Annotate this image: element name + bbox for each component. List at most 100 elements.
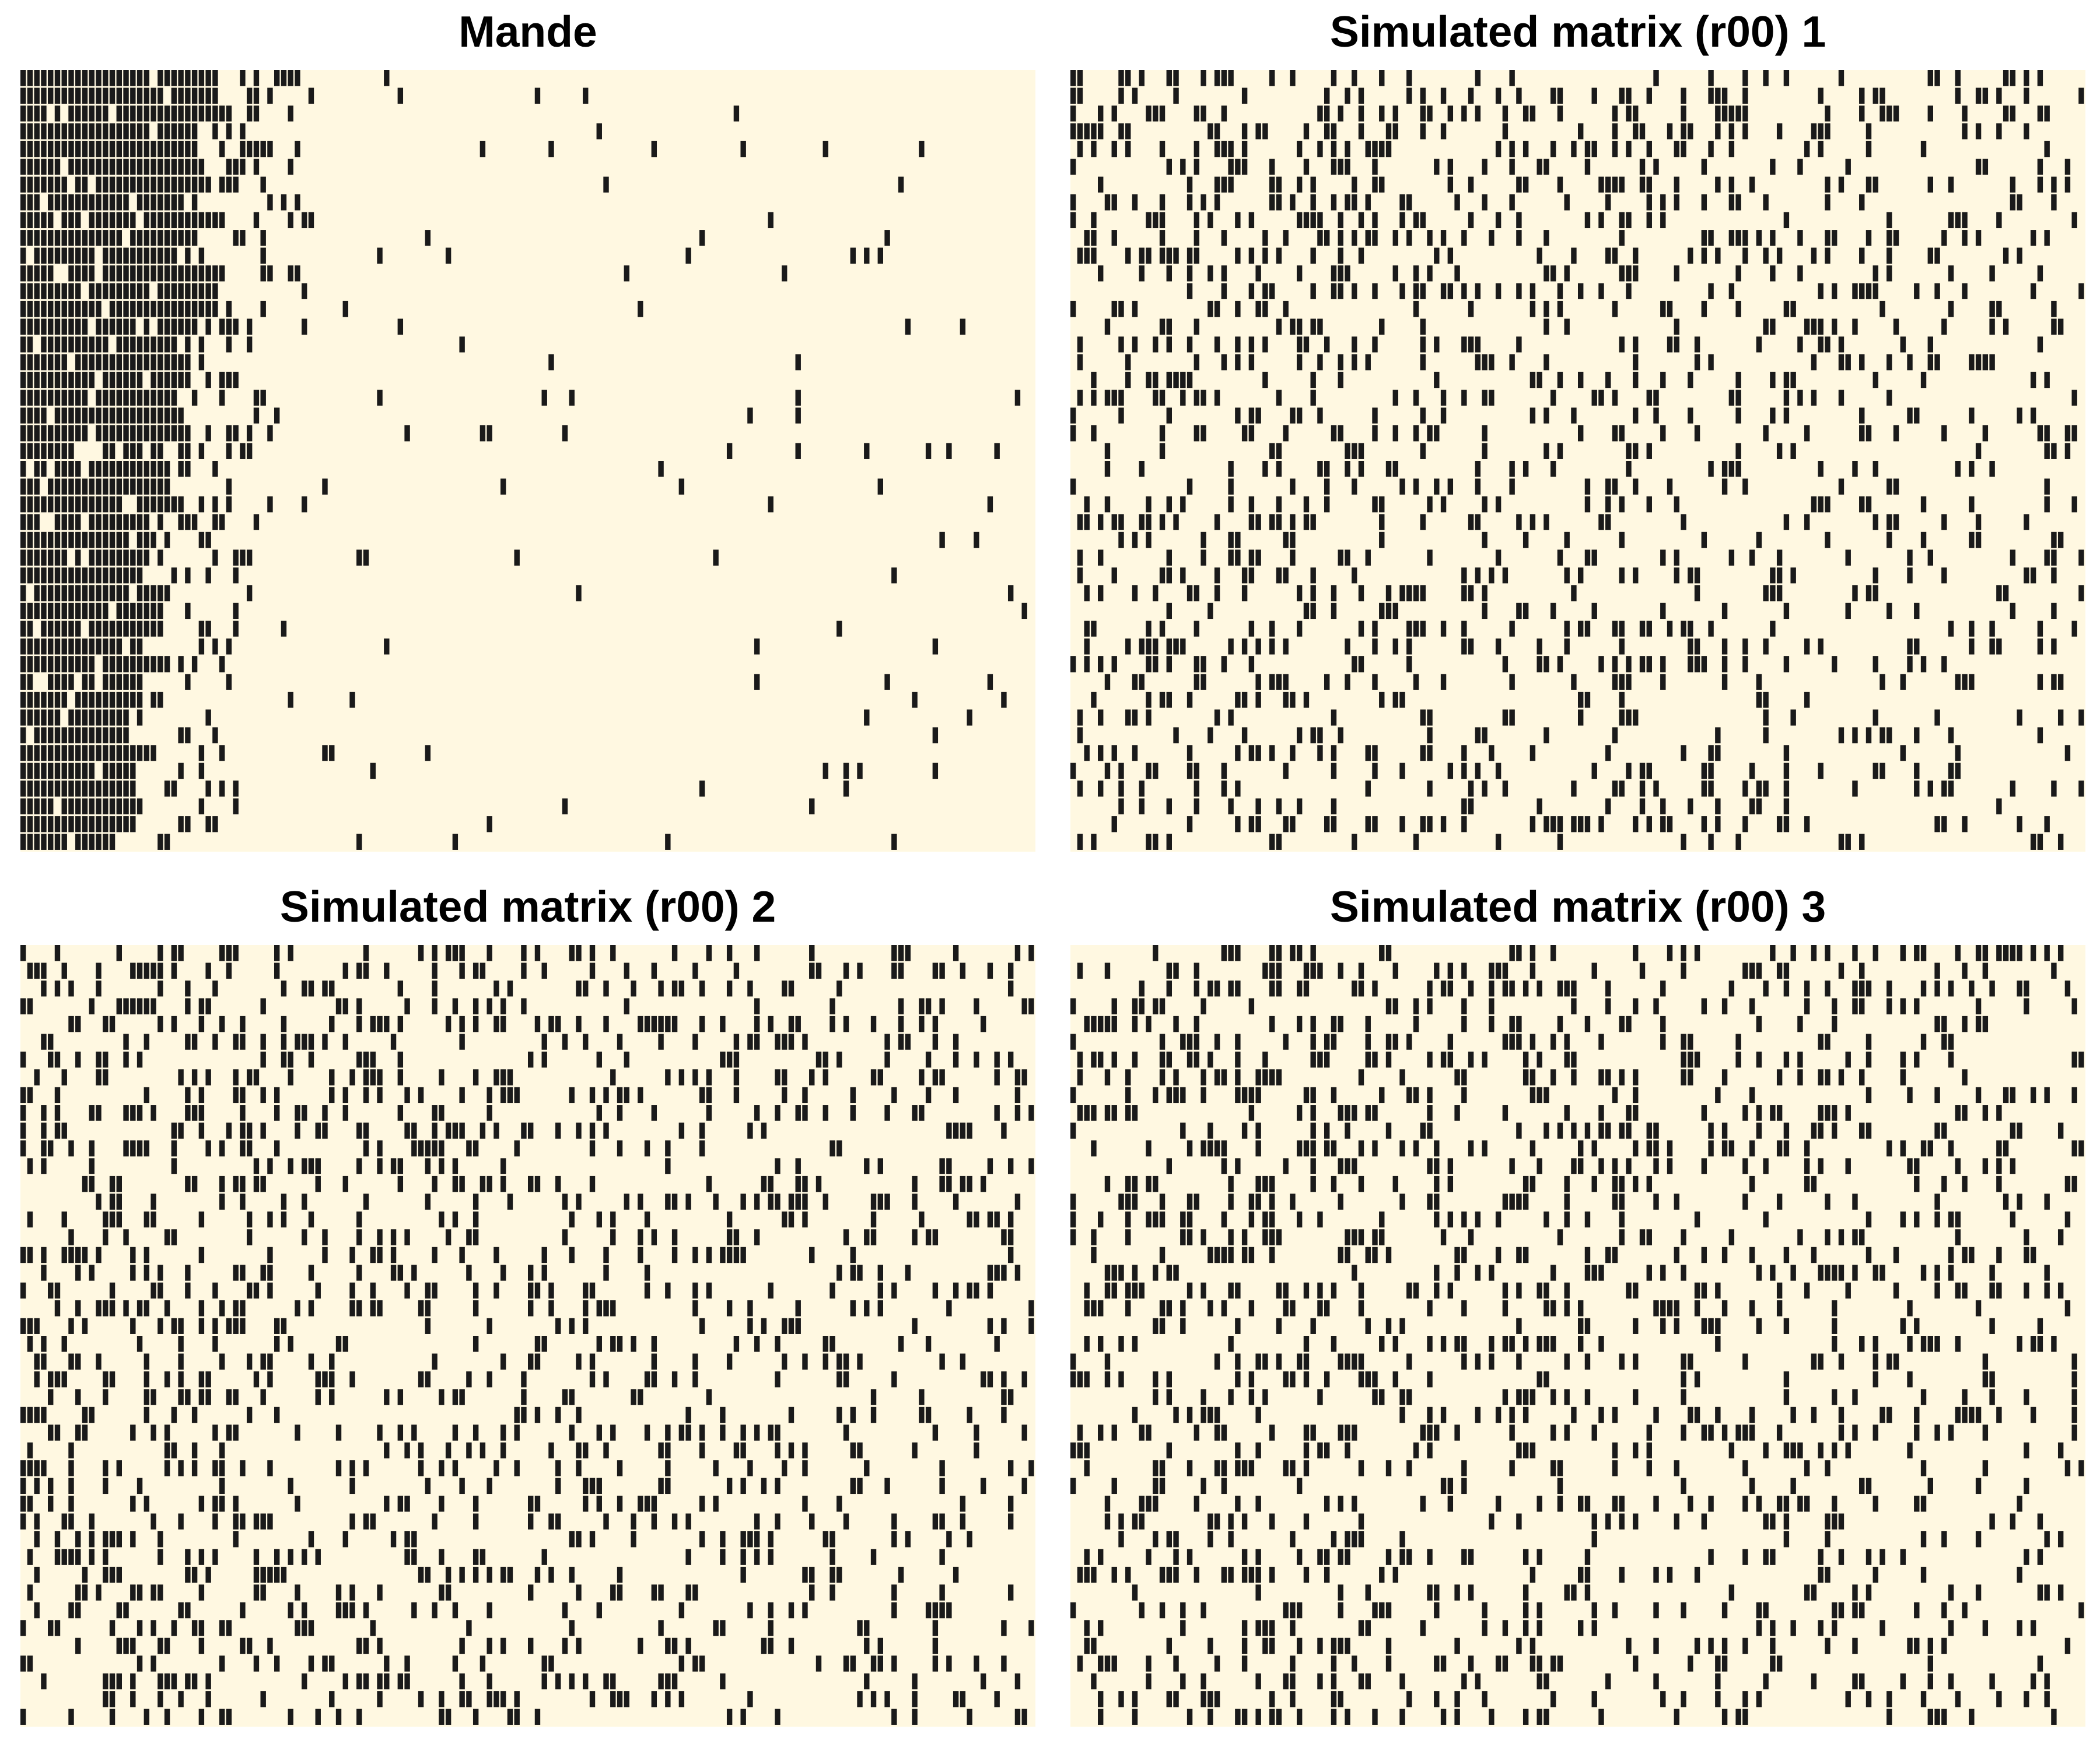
- matrix-cell: [1646, 816, 1652, 832]
- matrix-cell: [1859, 88, 1865, 104]
- matrix-cell: [158, 354, 163, 370]
- matrix-cell: [1118, 780, 1124, 797]
- matrix-cell: [103, 1069, 108, 1086]
- matrix-cell: [891, 1656, 897, 1672]
- matrix-cell: [1372, 1140, 1378, 1157]
- matrix-cell: [1379, 603, 1385, 620]
- matrix-cell: [82, 585, 88, 601]
- matrix-cell: [603, 1265, 609, 1281]
- matrix-cell: [1331, 816, 1337, 832]
- matrix-cell: [1797, 1051, 1803, 1068]
- matrix-cell: [830, 1140, 835, 1157]
- matrix-cell: [1907, 1442, 1913, 1459]
- matrix-cell: [596, 1105, 602, 1121]
- matrix-cell: [1276, 834, 1282, 850]
- matrix-cell: [61, 674, 67, 690]
- matrix-cell: [1989, 980, 1995, 997]
- matrix-cell: [445, 1709, 452, 1725]
- matrix-cell: [1186, 816, 1193, 832]
- matrix-cell: [158, 461, 163, 477]
- matrix-cell: [1804, 1175, 1810, 1192]
- matrix-cell: [1667, 336, 1673, 353]
- matrix-cell: [1248, 247, 1255, 264]
- matrix-cell: [1235, 1034, 1241, 1050]
- matrix-cell: [1982, 1105, 1989, 1121]
- matrix-cell: [1399, 212, 1405, 229]
- matrix-cell: [445, 1229, 452, 1245]
- matrix-cell: [1200, 1229, 1206, 1245]
- matrix-cell: [1502, 980, 1508, 997]
- matrix-cell: [1811, 354, 1817, 370]
- matrix-cell: [1303, 212, 1310, 229]
- matrix-cell: [130, 88, 136, 104]
- matrix-cell: [1763, 1442, 1769, 1459]
- matrix-cell: [2037, 336, 2043, 353]
- matrix-cell: [1564, 194, 1570, 211]
- matrix-cell: [1530, 1087, 1536, 1104]
- matrix-cell: [1838, 1353, 1845, 1370]
- matrix-cell: [1241, 1460, 1248, 1476]
- matrix-cell: [2078, 709, 2084, 726]
- matrix-cell: [494, 1069, 499, 1086]
- matrix-cell: [1873, 1371, 1878, 1388]
- matrix-cell: [1975, 531, 1982, 548]
- matrix-cell: [1228, 1282, 1234, 1299]
- matrix-cell: [34, 354, 40, 370]
- matrix-cell: [1365, 780, 1371, 797]
- matrix-cell: [377, 1424, 383, 1441]
- matrix-cell: [836, 980, 842, 997]
- matrix-cell: [692, 1353, 698, 1370]
- matrix-cell: [1214, 1140, 1220, 1157]
- matrix-cell: [123, 1637, 129, 1654]
- matrix-cell: [1200, 194, 1206, 211]
- matrix-cell: [404, 1656, 410, 1672]
- matrix-cell: [1989, 265, 1995, 282]
- matrix-cell: [397, 1424, 404, 1441]
- matrix-cell: [432, 1513, 438, 1530]
- matrix-cell: [130, 1637, 136, 1654]
- matrix-cell: [335, 1584, 342, 1601]
- matrix-cell: [178, 194, 184, 211]
- matrix-cell: [212, 638, 218, 654]
- matrix-cell: [1516, 283, 1522, 299]
- matrix-cell: [1783, 1442, 1790, 1459]
- matrix-cell: [1646, 1140, 1652, 1157]
- matrix-cell: [144, 425, 150, 442]
- matrix-cell: [548, 1656, 554, 1672]
- matrix-cell: [953, 1087, 959, 1104]
- matrix-cell: [27, 1460, 33, 1476]
- matrix-cell: [103, 1460, 108, 1476]
- matrix-cell: [1982, 1158, 1989, 1174]
- matrix-cell: [267, 1371, 273, 1388]
- matrix-cell: [1605, 1069, 1611, 1086]
- matrix-cell: [747, 1318, 753, 1334]
- matrix-cell: [171, 1673, 177, 1690]
- matrix-cell: [1255, 1175, 1261, 1192]
- matrix-cell: [377, 1087, 383, 1104]
- matrix-cell: [651, 1691, 657, 1707]
- matrix-cell: [2010, 603, 2016, 620]
- matrix-cell: [1955, 1158, 1961, 1174]
- matrix-cell: [158, 265, 163, 282]
- matrix-cell: [1146, 105, 1152, 122]
- matrix-cell: [54, 945, 61, 961]
- matrix-cell: [34, 443, 40, 459]
- matrix-cell: [802, 1194, 808, 1210]
- matrix-cell: [75, 1016, 81, 1032]
- matrix-cell: [1619, 691, 1625, 708]
- matrix-cell: [2037, 834, 2043, 850]
- matrix-cell: [1763, 247, 1769, 264]
- matrix-cell: [205, 1371, 211, 1388]
- matrix-cell: [816, 1175, 822, 1192]
- matrix-cell: [123, 816, 129, 832]
- matrix-cell: [1914, 780, 1920, 797]
- matrix-cell: [1338, 354, 1343, 370]
- matrix-cell: [89, 461, 94, 477]
- matrix-cell: [103, 638, 108, 654]
- matrix-cell: [1914, 1175, 1920, 1192]
- matrix-cell: [20, 123, 26, 139]
- matrix-cell: [692, 1069, 698, 1086]
- matrix-cell: [1667, 621, 1673, 637]
- matrix-cell: [1310, 1175, 1316, 1192]
- matrix-cell: [363, 1051, 369, 1068]
